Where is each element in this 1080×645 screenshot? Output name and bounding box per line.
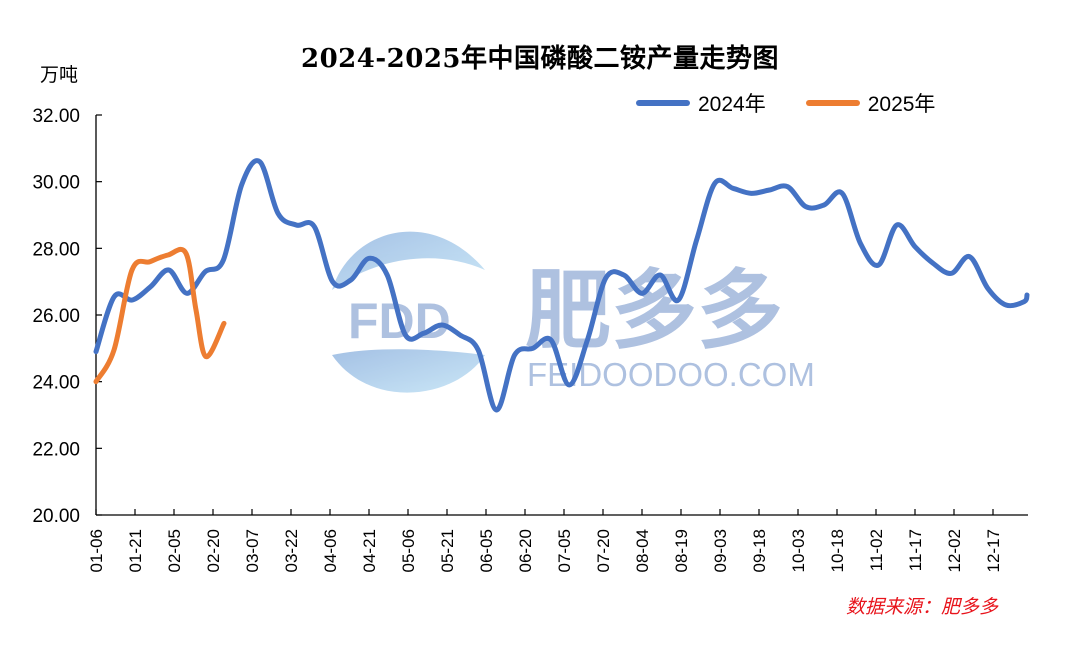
- axes: 20.00 22.00 24.00 26.00 28.00 30.00 32.00 01-06…: [32, 106, 1028, 572]
- series-line-2024: [93, 158, 1030, 413]
- y-tick-label: 32.00: [32, 106, 80, 127]
- x-tick-label: 12-02: [945, 529, 964, 572]
- x-tick-label: 05-06: [399, 529, 418, 572]
- data-source-label: 数据来源：肥多多: [846, 596, 999, 618]
- x-tick-label: 05-21: [438, 529, 457, 572]
- y-tick-label: 24.00: [32, 373, 80, 394]
- x-tick-label: 03-22: [282, 529, 301, 572]
- legend-label-2024: 2024年: [698, 93, 766, 116]
- series-line-2025: [93, 246, 227, 385]
- x-tick-label: 03-07: [243, 529, 262, 572]
- x-tick-label: 09-18: [750, 529, 769, 572]
- x-tick-label: 10-03: [789, 529, 808, 572]
- x-tick-label: 12-17: [984, 529, 1003, 572]
- y-tick-label: 20.00: [32, 506, 80, 527]
- y-tick-label: 26.00: [32, 306, 80, 327]
- series-lines: [93, 158, 1030, 413]
- x-tick-label: 06-20: [516, 529, 535, 572]
- x-tick-label: 09-03: [711, 529, 730, 572]
- x-tick-label: 01-21: [126, 529, 145, 572]
- leaf-top-icon: [332, 231, 485, 290]
- legend-swatch-2024: [636, 100, 690, 106]
- watermark-logo: FDD 肥多多 FEIDOODOO.COM: [332, 231, 815, 393]
- x-tick-label: 06-05: [477, 529, 496, 572]
- x-tick-label: 08-19: [672, 529, 691, 572]
- legend-swatch-2025: [805, 100, 860, 106]
- legend-item-2025: 2025年: [805, 88, 936, 118]
- legend-label-2025: 2025年: [867, 93, 936, 116]
- chart-legend: 2024年 2025年: [636, 88, 975, 118]
- watermark-domain-text: FEIDOODOO.COM: [527, 356, 815, 393]
- x-tick-label: 04-06: [321, 529, 340, 572]
- x-tick-label: 07-20: [594, 529, 613, 572]
- x-tick-label: 04-21: [360, 529, 379, 572]
- y-axis-unit-label: 万吨: [40, 64, 79, 86]
- y-tick-label: 30.00: [32, 173, 80, 194]
- x-tick-label: 10-18: [828, 529, 847, 572]
- y-tick-label: 22.00: [32, 439, 80, 460]
- x-tick-label: 08-04: [633, 529, 652, 572]
- x-tick-label: 11-17: [906, 529, 925, 571]
- x-tick-label: 11-02: [867, 529, 886, 571]
- x-tick-label: 01-06: [87, 529, 106, 572]
- x-tick-label: 02-20: [204, 529, 223, 572]
- chart-title: 2024-2025年中国磷酸二铵产量走势图: [300, 44, 780, 74]
- x-tick-label: 02-05: [165, 529, 184, 572]
- leaf-bottom-icon: [332, 349, 485, 393]
- legend-item-2024: 2024年: [636, 88, 766, 118]
- y-tick-label: 28.00: [32, 239, 80, 260]
- x-tick-label: 07-05: [555, 529, 574, 572]
